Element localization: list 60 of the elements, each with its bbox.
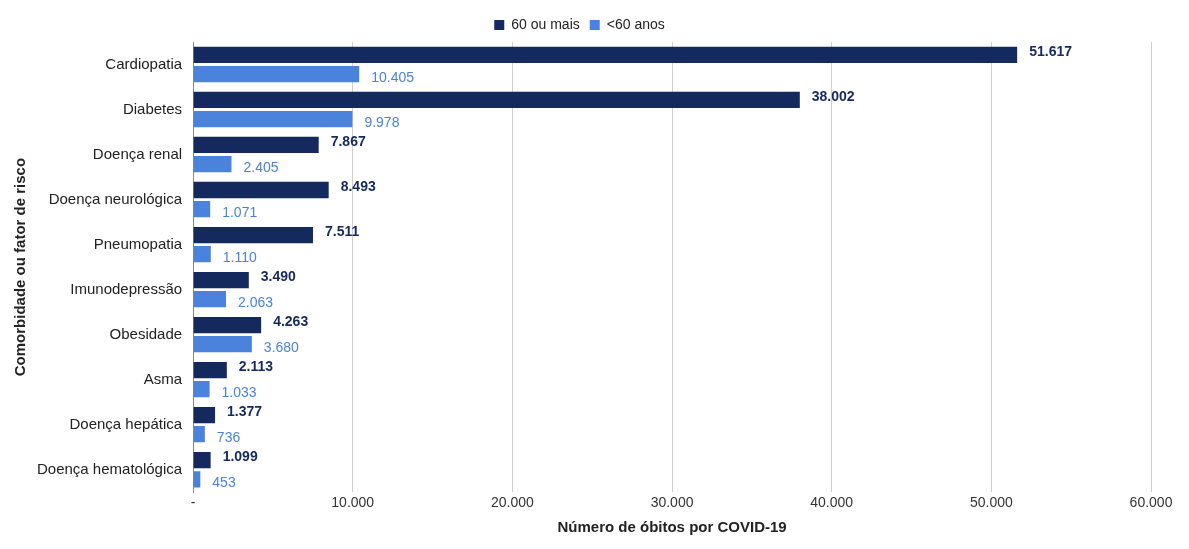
x-tick-label: 20.000 — [490, 494, 535, 511]
legend-label: 60 ou mais — [511, 15, 580, 32]
y-tick-label: Doença hematológica — [37, 459, 183, 477]
y-tick-label: Asma — [143, 369, 183, 387]
data-label: 453 — [212, 474, 236, 491]
y-tick-label: Diabetes — [122, 99, 183, 117]
bar — [193, 451, 211, 469]
bar — [193, 426, 205, 443]
data-label: 1.110 — [222, 249, 258, 266]
bar — [193, 271, 249, 289]
bar — [193, 291, 227, 308]
bar — [193, 201, 211, 218]
bar — [193, 110, 353, 128]
data-label: 3.490 — [260, 267, 297, 284]
data-label: 2.113 — [238, 357, 274, 374]
data-label: 3.680 — [263, 339, 300, 356]
x-axis-title: Número de óbitos por COVID-19 — [557, 518, 787, 536]
bar — [193, 381, 210, 398]
x-tick-label: 30.000 — [650, 494, 694, 511]
data-label: 9.978 — [364, 113, 400, 130]
y-axis-title: Comorbidade ou fator de risco — [11, 157, 29, 377]
data-label: 1.033 — [221, 384, 257, 401]
data-label: 1.071 — [222, 204, 258, 220]
bar — [193, 361, 227, 379]
data-label: 4.263 — [273, 312, 309, 329]
y-tick-label: Cardiopatia — [105, 54, 183, 72]
bar — [193, 226, 314, 244]
data-label: 736 — [216, 429, 241, 446]
data-label: 10.405 — [371, 68, 415, 85]
data-label: 8.493 — [340, 177, 376, 194]
y-tick-label: Doença renal — [92, 144, 183, 162]
x-tick-label: 60.000 — [1129, 494, 1173, 511]
x-tick-label: 50.000 — [969, 494, 1013, 511]
bar — [193, 136, 319, 154]
y-tick-label: Obesidade — [109, 324, 183, 342]
bar — [193, 155, 232, 173]
data-label: 7.867 — [330, 132, 366, 149]
bar — [193, 316, 262, 334]
y-tick-label: Pneumopatia — [93, 234, 183, 252]
data-label: 1.099 — [222, 447, 258, 464]
bar — [193, 246, 211, 263]
bar — [193, 406, 216, 424]
bar — [193, 336, 252, 353]
data-label: 7.511 — [325, 222, 360, 239]
data-label: 2.063 — [238, 294, 274, 311]
data-label: 1.377 — [227, 402, 263, 419]
y-tick-label: Doença neurológica — [48, 189, 183, 207]
data-label: 38.002 — [811, 87, 855, 104]
bar — [193, 181, 329, 199]
data-label: 51.617 — [1029, 42, 1073, 59]
bar — [193, 65, 360, 83]
bar — [193, 91, 800, 109]
bar — [193, 46, 1018, 64]
legend-label: <60 anos — [606, 15, 665, 32]
x-tick-label: - — [190, 494, 196, 511]
x-tick-label: 10.000 — [331, 494, 375, 511]
x-tick-label: 40.000 — [810, 494, 854, 511]
y-tick-label: Imunodepressão — [70, 279, 183, 297]
y-tick-label: Doença hepática — [69, 414, 183, 432]
data-label: 2.405 — [243, 158, 279, 175]
